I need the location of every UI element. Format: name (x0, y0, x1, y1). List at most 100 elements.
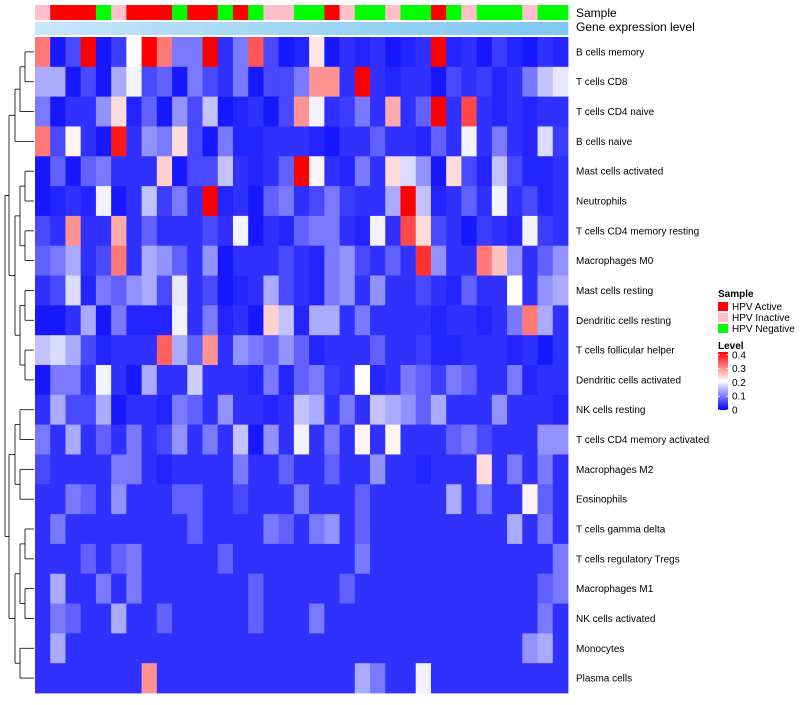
heatmap-cell (65, 573, 82, 604)
heatmap-cell (50, 365, 66, 396)
row-label: Plasma cells (576, 674, 632, 685)
sample-track-cell (232, 5, 249, 20)
row-label: T cells CD8 (576, 77, 628, 88)
heatmap-cell (461, 37, 478, 68)
heatmap-cell (141, 37, 158, 68)
heatmap-cell (95, 365, 112, 396)
heatmap-cell (476, 186, 493, 217)
heatmap-cell (65, 215, 82, 247)
heatmap-cell (537, 454, 554, 485)
heatmap-cell (111, 156, 127, 187)
heatmap-cell (537, 365, 554, 396)
heatmap-cell (202, 96, 219, 127)
heatmap-cell (354, 245, 371, 276)
heatmap-cell (400, 663, 417, 694)
heatmap-cell (248, 96, 264, 127)
heatmap-cell (522, 66, 538, 98)
heatmap-cell (430, 424, 447, 455)
heatmap-cell (172, 484, 188, 515)
heatmap-cell (263, 603, 280, 634)
heatmap-cell (507, 305, 523, 336)
heatmap-cell (339, 394, 356, 426)
heatmap-cell (461, 66, 478, 98)
row-label: T cells follicular helper (576, 346, 675, 357)
heatmap-cell (111, 573, 127, 604)
heatmap-cell (248, 66, 264, 98)
heatmap-cell (202, 365, 219, 396)
heatmap-cell (248, 663, 264, 694)
heatmap-cell (446, 633, 462, 664)
heatmap-cell (126, 215, 142, 247)
heatmap-cell (293, 394, 310, 426)
heatmap-cell (141, 245, 158, 276)
heatmap-cell (35, 484, 51, 515)
heatmap-cell (415, 126, 432, 157)
heatmap-cell (446, 573, 462, 604)
heatmap-cell (172, 543, 188, 575)
heatmap-cell (187, 186, 203, 217)
row-label: Monocytes (576, 644, 624, 655)
heatmap-cell (293, 365, 310, 396)
heatmap-cell (187, 603, 203, 634)
heatmap-cell (507, 335, 523, 366)
heatmap-cell (95, 603, 112, 634)
heatmap-cell (172, 275, 188, 306)
heatmap-cell (202, 335, 219, 366)
heatmap-cell (126, 603, 142, 634)
row-label: Dendritic cells activated (576, 375, 681, 386)
heatmap-cell (339, 305, 356, 336)
heatmap-cell (50, 514, 66, 545)
heatmap-cell (309, 126, 325, 157)
heatmap-cell (50, 573, 66, 604)
heatmap-cell (415, 215, 432, 247)
heatmap-cell (80, 454, 97, 485)
heatmap-cell (80, 37, 97, 68)
heatmap-cell (126, 394, 142, 426)
heatmap-cell (263, 215, 280, 247)
heatmap-cell (111, 663, 127, 694)
heatmap-cell (156, 454, 173, 485)
heatmap-cell (476, 514, 493, 545)
heatmap-cell (65, 186, 82, 217)
heatmap-cell (430, 573, 447, 604)
heatmap-cell (187, 96, 203, 127)
heatmap-cell (95, 633, 112, 664)
heatmap-cell (354, 424, 371, 455)
heatmap-cell (446, 275, 462, 306)
heatmap-cell (50, 394, 66, 426)
sample-track-cell (522, 5, 538, 20)
heatmap-cell (552, 156, 569, 187)
heatmap-cell (461, 335, 478, 366)
heatmap-cell (65, 126, 82, 157)
heatmap-cell (430, 186, 447, 217)
heatmap-cell (65, 96, 82, 127)
heatmap-cell (537, 96, 554, 127)
heatmap-cell (491, 156, 508, 187)
gene-expression-track-cell (476, 22, 493, 35)
heatmap-cell (217, 484, 234, 515)
heatmap-cell (491, 37, 508, 68)
heatmap-cell (278, 603, 295, 634)
gene-expression-track-cell (537, 22, 554, 35)
heatmap-cell (156, 37, 173, 68)
sample-track-cell (111, 5, 127, 20)
heatmap-cell (35, 186, 51, 217)
heatmap-cell (232, 365, 249, 396)
heatmap-cell (172, 66, 188, 98)
heatmap-cell (80, 275, 97, 306)
heatmap-cell (50, 335, 66, 366)
heatmap-cell (415, 663, 432, 694)
heatmap-cell (415, 573, 432, 604)
heatmap-cell (202, 186, 219, 217)
heatmap-cell (415, 305, 432, 336)
heatmap-cell (491, 424, 508, 455)
heatmap-cell (354, 633, 371, 664)
heatmap-cell (126, 424, 142, 455)
heatmap-cell (309, 335, 325, 366)
heatmap-cell (400, 573, 417, 604)
heatmap-cell (111, 633, 127, 664)
heatmap-cell (400, 454, 417, 485)
gene-expression-track-cell (263, 22, 280, 35)
heatmap-cell (491, 543, 508, 575)
heatmap-cell (522, 186, 538, 217)
